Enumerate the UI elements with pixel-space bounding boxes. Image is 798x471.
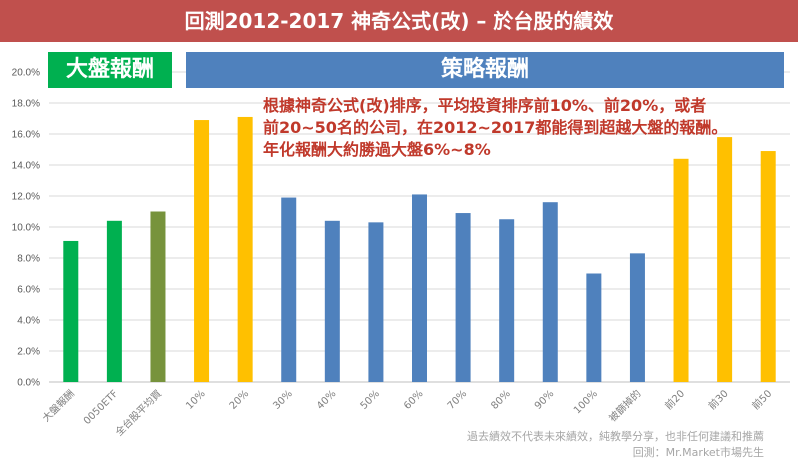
y-tick-label: 8.0% [17, 254, 40, 265]
x-tick-label: 40% [315, 388, 339, 412]
page-title: 回測2012-2017 神奇公式(改) – 於台股的績效 [0, 0, 798, 42]
x-tick-label: 被篩掉的 [606, 387, 643, 424]
x-tick-label: 50% [359, 388, 383, 412]
annotation-text: 根據神奇公式(改)排序，平均投資排序前10%、前20%，或者 前20~50名的公… [263, 95, 783, 161]
y-tick-label: 20.0% [12, 68, 40, 79]
y-tick-label: 6.0% [17, 285, 40, 296]
y-tick-label: 16.0% [12, 130, 40, 141]
y-tick-label: 2.0% [17, 347, 40, 358]
bar [237, 116, 253, 382]
bar [760, 151, 776, 382]
y-tick-label: 12.0% [12, 192, 40, 203]
bars [63, 116, 776, 383]
y-tick-label: 4.0% [17, 316, 40, 327]
y-tick-label: 10.0% [12, 223, 40, 234]
source-text: 回測：Mr.Market市場先生 [632, 446, 764, 459]
bar [412, 194, 427, 382]
x-tick-label: 20% [228, 388, 252, 412]
y-tick-label: 0.0% [17, 378, 40, 389]
bar [63, 240, 79, 382]
x-tick-label: 前50 [749, 387, 774, 412]
x-tick-label: 90% [533, 388, 557, 412]
y-tick-label: 18.0% [12, 99, 40, 110]
strategy-return-label: 策略報酬 [186, 52, 784, 88]
bar [281, 197, 297, 382]
y-axis-ticks: 0.0% 2.0% 4.0% 6.0% 8.0% 10.0% 12.0% 14.0% 16.0%… [12, 68, 40, 389]
market-return-label: 大盤報酬 [48, 52, 172, 88]
bar [673, 158, 689, 382]
annotation-line-1: 根據神奇公式(改)排序，平均投資排序前10%、前20%，或者 [263, 96, 707, 115]
bar [717, 137, 733, 382]
x-tick-label: 0050ETF [82, 388, 121, 427]
x-tick-label: 100% [572, 388, 600, 416]
bar [499, 219, 515, 382]
bar [324, 220, 340, 382]
x-tick-label: 前30 [705, 387, 730, 412]
bar [106, 220, 122, 382]
x-tick-label: 70% [446, 388, 470, 412]
x-tick-label: 80% [489, 388, 513, 412]
bar [368, 222, 384, 382]
x-tick-label: 前20 [662, 387, 687, 412]
x-tick-label: 60% [402, 388, 426, 412]
disclaimer-text: 過去績效不代表未來績效，純教學分享，也非任何建議和推薦 [467, 430, 764, 443]
bar [150, 211, 166, 382]
bar [586, 273, 602, 382]
x-tick-label: 10% [184, 388, 208, 412]
bar [194, 120, 210, 383]
x-tick-label: 全台股平均買 [112, 387, 164, 439]
bar [629, 253, 645, 382]
x-tick-label: 大盤報酬 [39, 387, 76, 424]
annotation-line-2: 前20~50名的公司，在2012~2017都能得到超越大盤的報酬。 [263, 118, 728, 137]
bar [455, 213, 471, 382]
footer: 過去績效不代表未來績效，純教學分享，也非任何建議和推薦 回測：Mr.Market… [467, 429, 764, 461]
bar [542, 202, 558, 382]
x-tick-label: 30% [271, 388, 295, 412]
annotation-line-3: 年化報酬大約勝過大盤6%~8% [263, 140, 491, 159]
y-tick-label: 14.0% [12, 161, 40, 172]
